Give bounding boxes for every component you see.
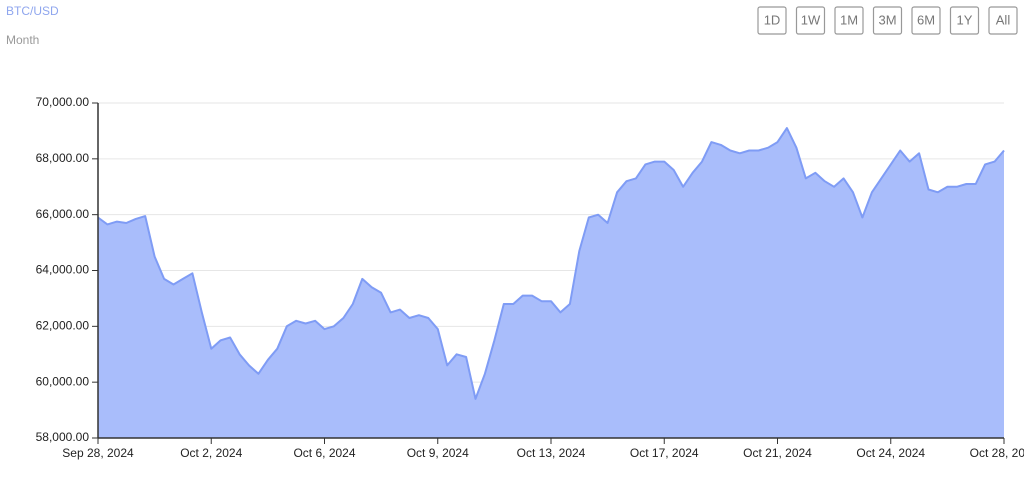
x-tick-label: Oct 28, 2024 — [970, 446, 1024, 460]
y-tick-label: 60,000.00 — [36, 374, 90, 388]
x-tick-label: Sep 28, 2024 — [62, 446, 134, 460]
y-tick-label: 62,000.00 — [36, 319, 90, 333]
x-tick-label: Oct 9, 2024 — [407, 446, 469, 460]
y-tick-label: 70,000.00 — [36, 95, 90, 109]
range-button-frame — [834, 6, 864, 35]
y-tick-label: 68,000.00 — [36, 151, 90, 165]
range-button-frame — [988, 6, 1018, 35]
x-tick-label: Oct 2, 2024 — [180, 446, 242, 460]
range-button-frame — [911, 6, 941, 35]
range-button[interactable]: 1W — [795, 6, 826, 35]
y-tick-label: 64,000.00 — [36, 263, 90, 277]
range-button-label: 6M — [917, 12, 935, 27]
range-button-frame — [872, 6, 903, 35]
range-button[interactable]: 1M — [834, 6, 864, 35]
area-fill — [98, 128, 1004, 438]
x-tick-label: Oct 24, 2024 — [856, 446, 925, 460]
range-button-frame — [757, 6, 787, 35]
x-tick-label: Oct 21, 2024 — [743, 446, 812, 460]
range-button-label: 1Y — [957, 12, 973, 27]
range-button-label: 1D — [764, 12, 781, 27]
range-button-frame — [949, 6, 980, 35]
chart-title: BTC/USD — [6, 4, 59, 18]
range-button-label: 3M — [878, 12, 896, 27]
range-button[interactable]: 3M — [872, 6, 903, 35]
range-button-label: All — [996, 12, 1011, 27]
x-tick-label: Oct 6, 2024 — [293, 446, 355, 460]
range-button[interactable]: 1Y — [949, 6, 980, 35]
chart-subtitle: Month — [6, 33, 39, 47]
range-button[interactable]: 1D — [757, 6, 787, 35]
range-button[interactable]: 6M — [911, 6, 941, 35]
x-tick-label: Oct 17, 2024 — [630, 446, 699, 460]
range-button[interactable]: All — [988, 6, 1018, 35]
range-button-label: 1M — [840, 12, 858, 27]
range-button-frame — [795, 6, 826, 35]
area-line — [97, 127, 1005, 400]
x-tick-label: Oct 13, 2024 — [517, 446, 586, 460]
range-button-label: 1W — [801, 12, 821, 27]
y-tick-label: 66,000.00 — [36, 207, 90, 221]
y-tick-label: 58,000.00 — [36, 430, 90, 444]
